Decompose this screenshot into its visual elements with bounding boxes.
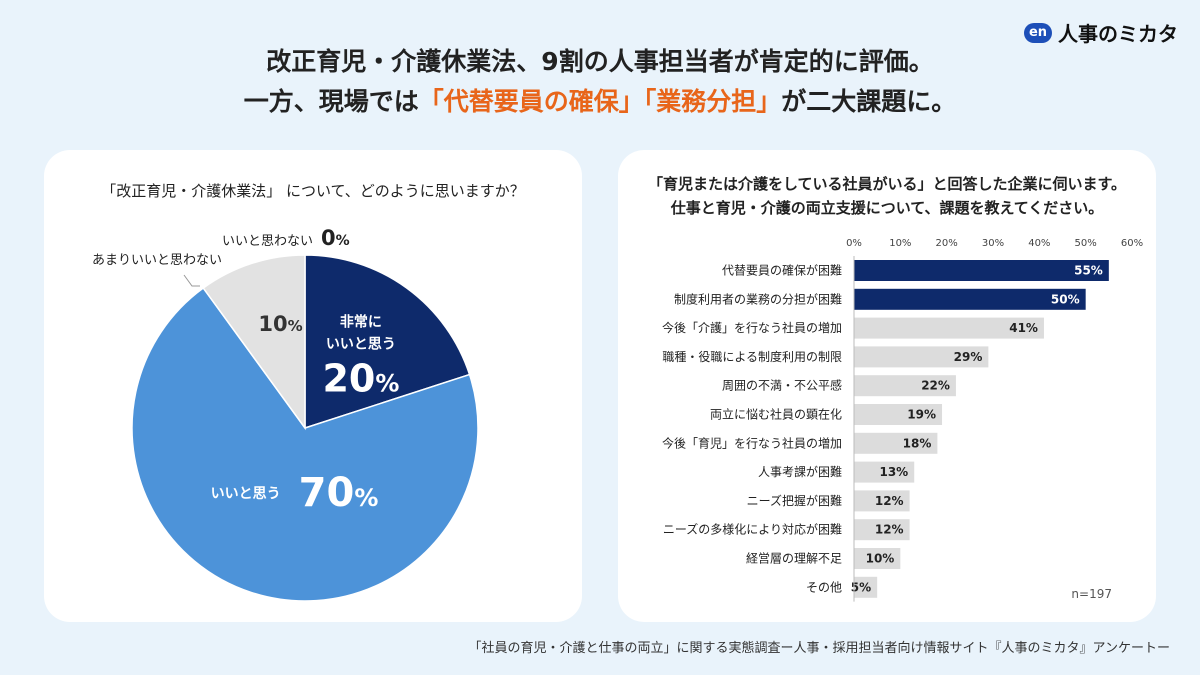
pie-label-not-good: いいと思わない 0% xyxy=(222,226,350,250)
pie-label-not-very-good: あまりいいと思わない xyxy=(92,253,223,268)
bar-value-label: 55% xyxy=(1074,264,1103,278)
headline-line2: 一方、現場では「代替要員の確保」「業務分担」が二大課題に。 xyxy=(0,82,1200,122)
bar-value-label: 12% xyxy=(875,523,904,537)
bar xyxy=(854,490,910,512)
bar-value-label: 5% xyxy=(851,580,871,594)
category-label: 経営層の理解不足 xyxy=(746,552,842,566)
bar-card: 「育児または介護をしている社員がいる」と回答した企業に伺います。 仕事と育児・介… xyxy=(618,150,1156,622)
pie-label-good: いいと思う 70% xyxy=(210,470,379,517)
headline-line2-pre: 一方、現場では xyxy=(243,87,419,116)
category-label: 代替要員の確保が困難 xyxy=(722,263,842,278)
pie-card: 「改正育児・介護休業法」 について、どのように思いますか？ 非常に いいと思う 20… xyxy=(44,150,582,622)
x-tick-label: 20% xyxy=(936,238,958,249)
pie-slice xyxy=(304,254,471,430)
category-label: 周囲の不満・不公平感 xyxy=(722,378,842,393)
pie-label-not-very-good-value: 10% xyxy=(258,311,303,336)
category-label: ニーズ把握が困難 xyxy=(747,493,842,508)
bar-value-label: 41% xyxy=(1009,321,1038,335)
bar-value-label: 13% xyxy=(879,465,908,479)
bar-chart: 0% 10% 20% 30% 40% 50% 60% 代替要員の確保が困難 55% 制度利用者の業… xyxy=(662,238,1143,602)
category-label: ニーズの多様化により対応が困難 xyxy=(663,522,842,537)
bar xyxy=(854,260,1109,281)
headline: 改正育児・介護休業法、9割の人事担当者が肯定的に評価。 一方、現場では「代替要員… xyxy=(0,42,1200,122)
bar-value-label: 50% xyxy=(1051,292,1080,306)
pie-label-very-good: 非常に いいと思う 20% xyxy=(322,314,400,401)
bar xyxy=(854,519,910,541)
bar xyxy=(854,548,901,569)
bar-question-line1: 「育児または介護をしている社員がいる」と回答した企業に伺います。 xyxy=(647,175,1127,193)
bar xyxy=(854,432,938,454)
bar-value-label: 29% xyxy=(954,350,983,364)
bar-question: 「育児または介護をしている社員がいる」と回答した企業に伺います。 仕事と育児・介… xyxy=(618,172,1156,220)
pie-chart xyxy=(131,254,479,602)
x-tick-label: 30% xyxy=(982,238,1004,249)
bar xyxy=(854,461,915,483)
x-tick-label: 40% xyxy=(1028,238,1050,249)
bar-value-label: 10% xyxy=(866,552,895,566)
bar xyxy=(854,576,878,598)
pie-question: 「改正育児・介護休業法」 について、どのように思いますか？ xyxy=(101,182,525,200)
x-tick-label: 10% xyxy=(889,238,911,249)
category-label: その他 xyxy=(806,580,842,594)
bar-question-line2: 仕事と育児・介護の両立支援について、課題を教えてください。 xyxy=(670,199,1104,217)
category-label: 制度利用者の業務の分担が困難 xyxy=(674,291,842,306)
category-label: 今後「介護」を行なう社員の増加 xyxy=(662,320,842,335)
bar-value-label: 12% xyxy=(875,494,904,508)
category-label: 両立に悩む社員の顕在化 xyxy=(710,407,842,422)
headline-line2-post: が二大課題に。 xyxy=(781,87,957,116)
headline-line1: 改正育児・介護休業法、9割の人事担当者が肯定的に評価。 xyxy=(266,47,934,76)
bar xyxy=(854,404,943,425)
x-tick-label: 0% xyxy=(846,238,862,249)
pie-slice xyxy=(202,254,306,431)
headline-highlight-1: 「代替要員の確保」 xyxy=(418,87,644,116)
headline-highlight-2: 「業務分担」 xyxy=(643,87,782,116)
pie-leader-line xyxy=(183,274,200,287)
source-footnote: 「社員の育児・介護と仕事の両立」に関する実態調査ー人事・採用担当者向け情報サイト… xyxy=(468,641,1170,656)
category-label: 今後「育児」を行なう社員の増加 xyxy=(662,435,842,450)
bar-value-label: 19% xyxy=(907,408,936,422)
brand-name: 人事のミカタ xyxy=(1058,22,1178,46)
x-tick-label: 50% xyxy=(1075,238,1097,249)
pie-slice xyxy=(131,286,479,602)
x-tick-label: 60% xyxy=(1121,238,1143,249)
bar xyxy=(854,288,1086,310)
sample-size: n=197 xyxy=(1071,587,1112,601)
bar-value-label: 22% xyxy=(921,379,950,393)
category-label: 職種・役職による制度利用の制限 xyxy=(662,349,842,364)
category-label: 人事考課が困難 xyxy=(758,464,842,479)
bar xyxy=(854,375,956,397)
bar-value-label: 18% xyxy=(903,436,932,450)
brand-mark: en xyxy=(1024,22,1052,43)
bar xyxy=(854,317,1044,339)
bar xyxy=(854,346,989,368)
brand-logo: en 人事のミカタ xyxy=(1024,18,1178,47)
